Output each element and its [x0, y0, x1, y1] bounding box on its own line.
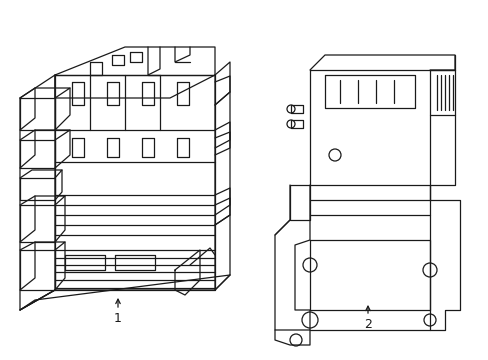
- Text: 1: 1: [114, 311, 122, 324]
- Text: 2: 2: [364, 319, 371, 332]
